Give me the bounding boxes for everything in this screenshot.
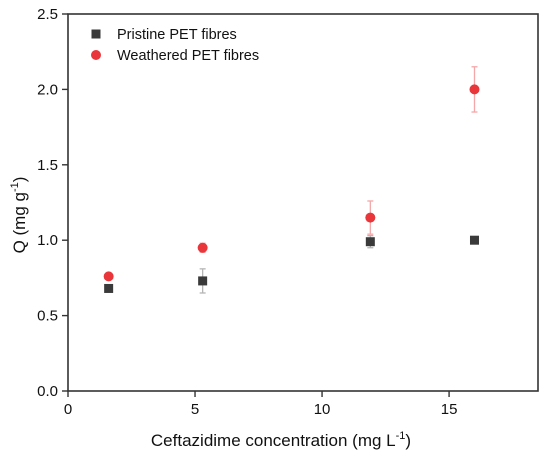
y-tick-label: 2.0: [37, 81, 58, 98]
data-point-square: [469, 235, 479, 245]
data-point-square: [365, 237, 375, 247]
data-point-circle: [103, 271, 114, 282]
x-tick-label: 5: [191, 401, 199, 418]
x-axis-title-close: ): [405, 431, 411, 450]
y-tick-label: 1.5: [37, 157, 58, 174]
legend-marker-circle: [91, 50, 101, 60]
x-tick-label: 15: [441, 401, 458, 418]
x-axis-title: Ceftazidime concentration (mg L-1): [151, 430, 411, 450]
legend-label: Pristine PET fibres: [117, 27, 237, 43]
data-point-square: [104, 283, 114, 293]
data-point-square: [198, 276, 208, 286]
y-tick-label: 0.5: [37, 308, 58, 325]
y-tick-label: 1.0: [37, 232, 58, 249]
x-tick-label: 10: [314, 401, 331, 418]
x-axis-title-sup: -1: [396, 430, 406, 442]
y-axis-title-sup: -1: [9, 182, 21, 192]
x-tick-label: 0: [64, 401, 72, 418]
legend-marker-square: [91, 29, 101, 39]
plot-frame: [67, 13, 539, 392]
data-point-circle: [197, 242, 208, 253]
x-axis-title-main: Ceftazidime concentration (mg L: [151, 431, 396, 450]
axis-ticks: 0 5 10 15 0.0 0.5 1.0 1.5 2.0 2.5: [37, 6, 457, 418]
legend: Pristine PET fibres Weathered PET fibres: [91, 27, 259, 64]
y-axis-title-close: ): [10, 177, 29, 183]
data-point-circle: [365, 212, 376, 223]
y-axis-title-main: Q (mg g: [10, 192, 29, 253]
y-axis-title: Q (mg g-1): [9, 177, 29, 254]
data-marks: [103, 66, 480, 294]
plot-area: [67, 13, 539, 392]
data-point-circle: [469, 84, 480, 95]
y-tick-label: 2.5: [37, 6, 58, 23]
y-tick-label: 0.0: [37, 383, 58, 400]
legend-label: Weathered PET fibres: [117, 48, 259, 64]
